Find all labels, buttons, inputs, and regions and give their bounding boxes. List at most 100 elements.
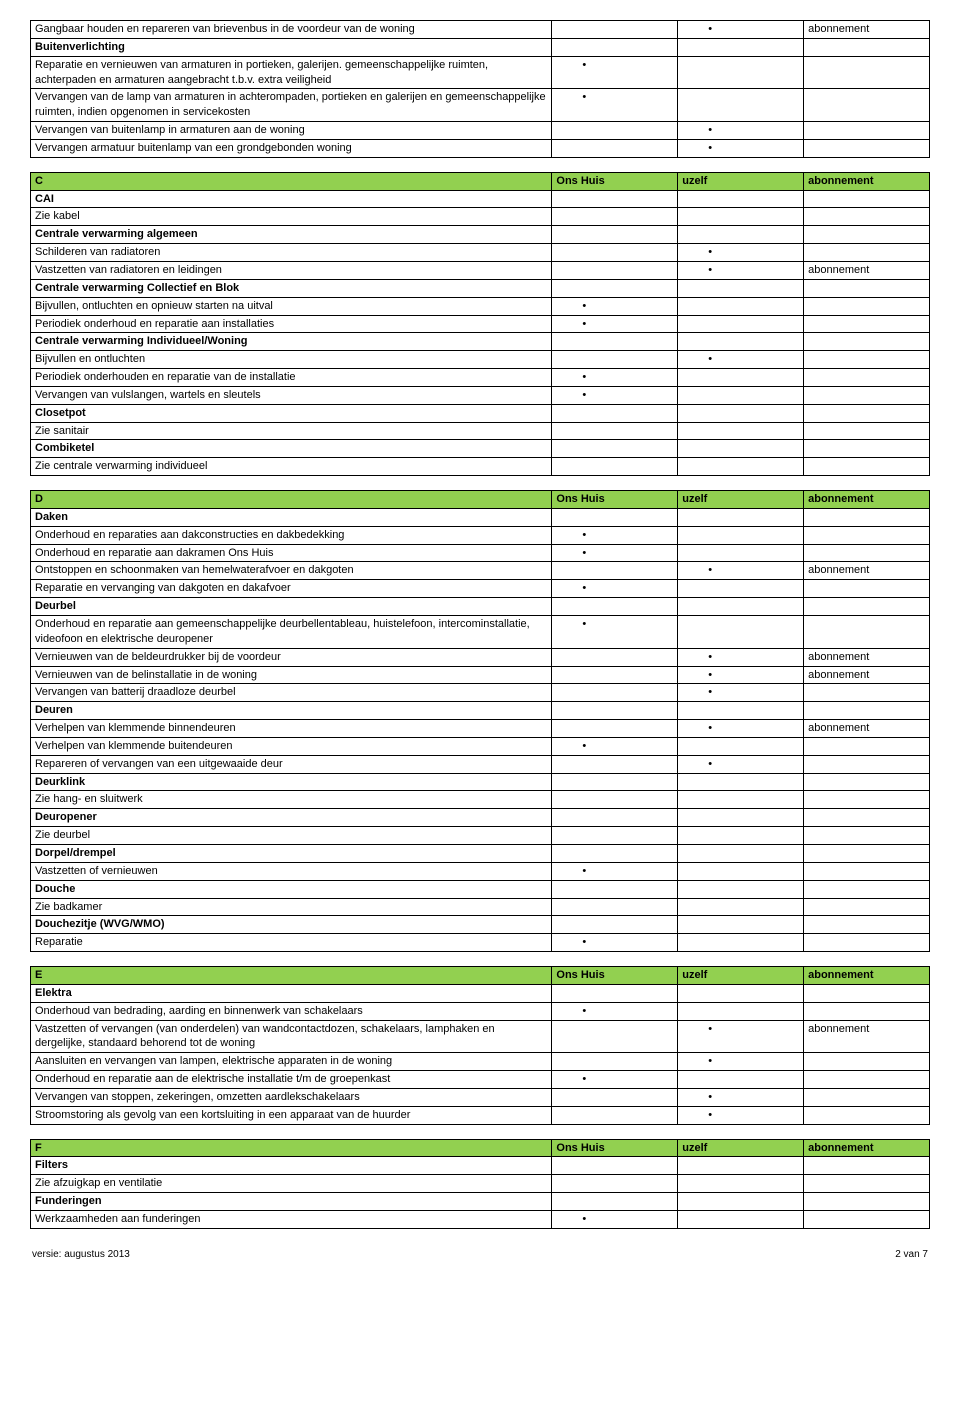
cell-ons-huis: • <box>552 737 678 755</box>
cell-uzelf <box>678 56 804 89</box>
row-description: Centrale verwarming Individueel/Woning <box>31 333 552 351</box>
cell-uzelf <box>678 984 804 1002</box>
table-row: Onderhoud en reparatie aan dakramen Ons … <box>31 544 930 562</box>
cell-uzelf: • <box>678 1106 804 1124</box>
intro-table: Gangbaar houden en repareren van brieven… <box>30 20 930 158</box>
row-description: Deurbel <box>31 598 552 616</box>
cell-abonnement <box>804 934 930 952</box>
table-row: Daken <box>31 508 930 526</box>
table-row: Onderhoud en reparaties aan dakconstruct… <box>31 526 930 544</box>
cell-uzelf <box>678 844 804 862</box>
row-description: Verhelpen van klemmende binnendeuren <box>31 720 552 738</box>
row-description: Zie deurbel <box>31 827 552 845</box>
row-description: Vervangen van stoppen, zekeringen, omzet… <box>31 1088 552 1106</box>
section-header-row: COns Huisuzelfabonnement <box>31 172 930 190</box>
cell-ons-huis <box>552 208 678 226</box>
cell-ons-huis <box>552 648 678 666</box>
table-row: Onderhoud en reparatie aan gemeenschappe… <box>31 616 930 649</box>
row-description: Centrale verwarming Collectief en Blok <box>31 279 552 297</box>
cell-uzelf: • <box>678 720 804 738</box>
footer-page: 2 van 7 <box>895 1249 928 1260</box>
section-table-d: DOns HuisuzelfabonnementDakenOnderhoud e… <box>30 490 930 952</box>
row-description: Centrale verwarming algemeen <box>31 226 552 244</box>
cell-abonnement <box>804 773 930 791</box>
cell-uzelf: • <box>678 139 804 157</box>
cell-ons-huis <box>552 1020 678 1053</box>
row-description: Periodiek onderhouden en reparatie van d… <box>31 369 552 387</box>
row-description: Funderingen <box>31 1193 552 1211</box>
section-table-e: EOns HuisuzelfabonnementElektraOnderhoud… <box>30 966 930 1125</box>
row-description: Schilderen van radiatoren <box>31 244 552 262</box>
cell-ons-huis: • <box>552 315 678 333</box>
table-row: Centrale verwarming Collectief en Blok <box>31 279 930 297</box>
table-row: Periodiek onderhoud en reparatie aan ins… <box>31 315 930 333</box>
cell-ons-huis: • <box>552 297 678 315</box>
cell-abonnement <box>804 1106 930 1124</box>
cell-ons-huis <box>552 1053 678 1071</box>
cell-abonnement <box>804 422 930 440</box>
table-row: Elektra <box>31 984 930 1002</box>
cell-ons-huis <box>552 244 678 262</box>
cell-uzelf <box>678 598 804 616</box>
row-description: Buitenverlichting <box>31 38 552 56</box>
col-header-ons-huis: Ons Huis <box>552 1139 678 1157</box>
row-description: Vastzetten van radiatoren en leidingen <box>31 261 552 279</box>
row-description: Repareren of vervangen van een uitgewaai… <box>31 755 552 773</box>
row-description: Onderhoud en reparatie aan gemeenschappe… <box>31 616 552 649</box>
row-description: Zie sanitair <box>31 422 552 440</box>
cell-abonnement <box>804 351 930 369</box>
cell-uzelf <box>678 297 804 315</box>
table-row: Deuropener <box>31 809 930 827</box>
section-header-row: FOns Huisuzelfabonnement <box>31 1139 930 1157</box>
cell-uzelf <box>678 208 804 226</box>
cell-uzelf: • <box>678 1088 804 1106</box>
cell-uzelf: • <box>678 562 804 580</box>
footer-version: versie: augustus 2013 <box>32 1249 130 1260</box>
table-row: Buitenverlichting <box>31 38 930 56</box>
table-row: Filters <box>31 1157 930 1175</box>
cell-abonnement <box>804 916 930 934</box>
table-row: Onderhoud van bedrading, aarding en binn… <box>31 1002 930 1020</box>
cell-uzelf <box>678 333 804 351</box>
cell-uzelf <box>678 880 804 898</box>
cell-ons-huis <box>552 984 678 1002</box>
row-description: Douche <box>31 880 552 898</box>
row-description: Vervangen armatuur buitenlamp van een gr… <box>31 139 552 157</box>
table-row: Reparatie en vervanging van dakgoten en … <box>31 580 930 598</box>
cell-abonnement: abonnement <box>804 720 930 738</box>
table-row: Bijvullen en ontluchten• <box>31 351 930 369</box>
page-container: Gangbaar houden en repareren van brieven… <box>30 20 930 1229</box>
cell-abonnement <box>804 1175 930 1193</box>
cell-abonnement: abonnement <box>804 648 930 666</box>
cell-ons-huis: • <box>552 862 678 880</box>
cell-uzelf: • <box>678 351 804 369</box>
cell-abonnement <box>804 1088 930 1106</box>
row-description: Reparatie en vernieuwen van armaturen in… <box>31 56 552 89</box>
table-row: Reparatie• <box>31 934 930 952</box>
cell-ons-huis <box>552 720 678 738</box>
cell-ons-huis <box>552 226 678 244</box>
cell-ons-huis <box>552 1175 678 1193</box>
cell-abonnement <box>804 1053 930 1071</box>
table-row: Vastzetten of vervangen (van onderdelen)… <box>31 1020 930 1053</box>
cell-ons-huis <box>552 1193 678 1211</box>
cell-abonnement <box>804 827 930 845</box>
cell-uzelf <box>678 369 804 387</box>
col-header-uzelf: uzelf <box>678 1139 804 1157</box>
cell-abonnement <box>804 616 930 649</box>
table-row: Vervangen van vulslangen, wartels en sle… <box>31 386 930 404</box>
table-row: Centrale verwarming Individueel/Woning <box>31 333 930 351</box>
row-description: Vastzetten of vervangen (van onderdelen)… <box>31 1020 552 1053</box>
table-row: Zie sanitair <box>31 422 930 440</box>
row-description: Reparatie en vervanging van dakgoten en … <box>31 580 552 598</box>
cell-uzelf <box>678 279 804 297</box>
cell-ons-huis <box>552 598 678 616</box>
cell-uzelf: • <box>678 21 804 39</box>
row-description: Vernieuwen van de beldeurdrukker bij de … <box>31 648 552 666</box>
cell-ons-huis: • <box>552 369 678 387</box>
cell-ons-huis <box>552 562 678 580</box>
cell-uzelf <box>678 916 804 934</box>
cell-abonnement <box>804 544 930 562</box>
row-description: Vervangen van vulslangen, wartels en sle… <box>31 386 552 404</box>
cell-abonnement <box>804 526 930 544</box>
